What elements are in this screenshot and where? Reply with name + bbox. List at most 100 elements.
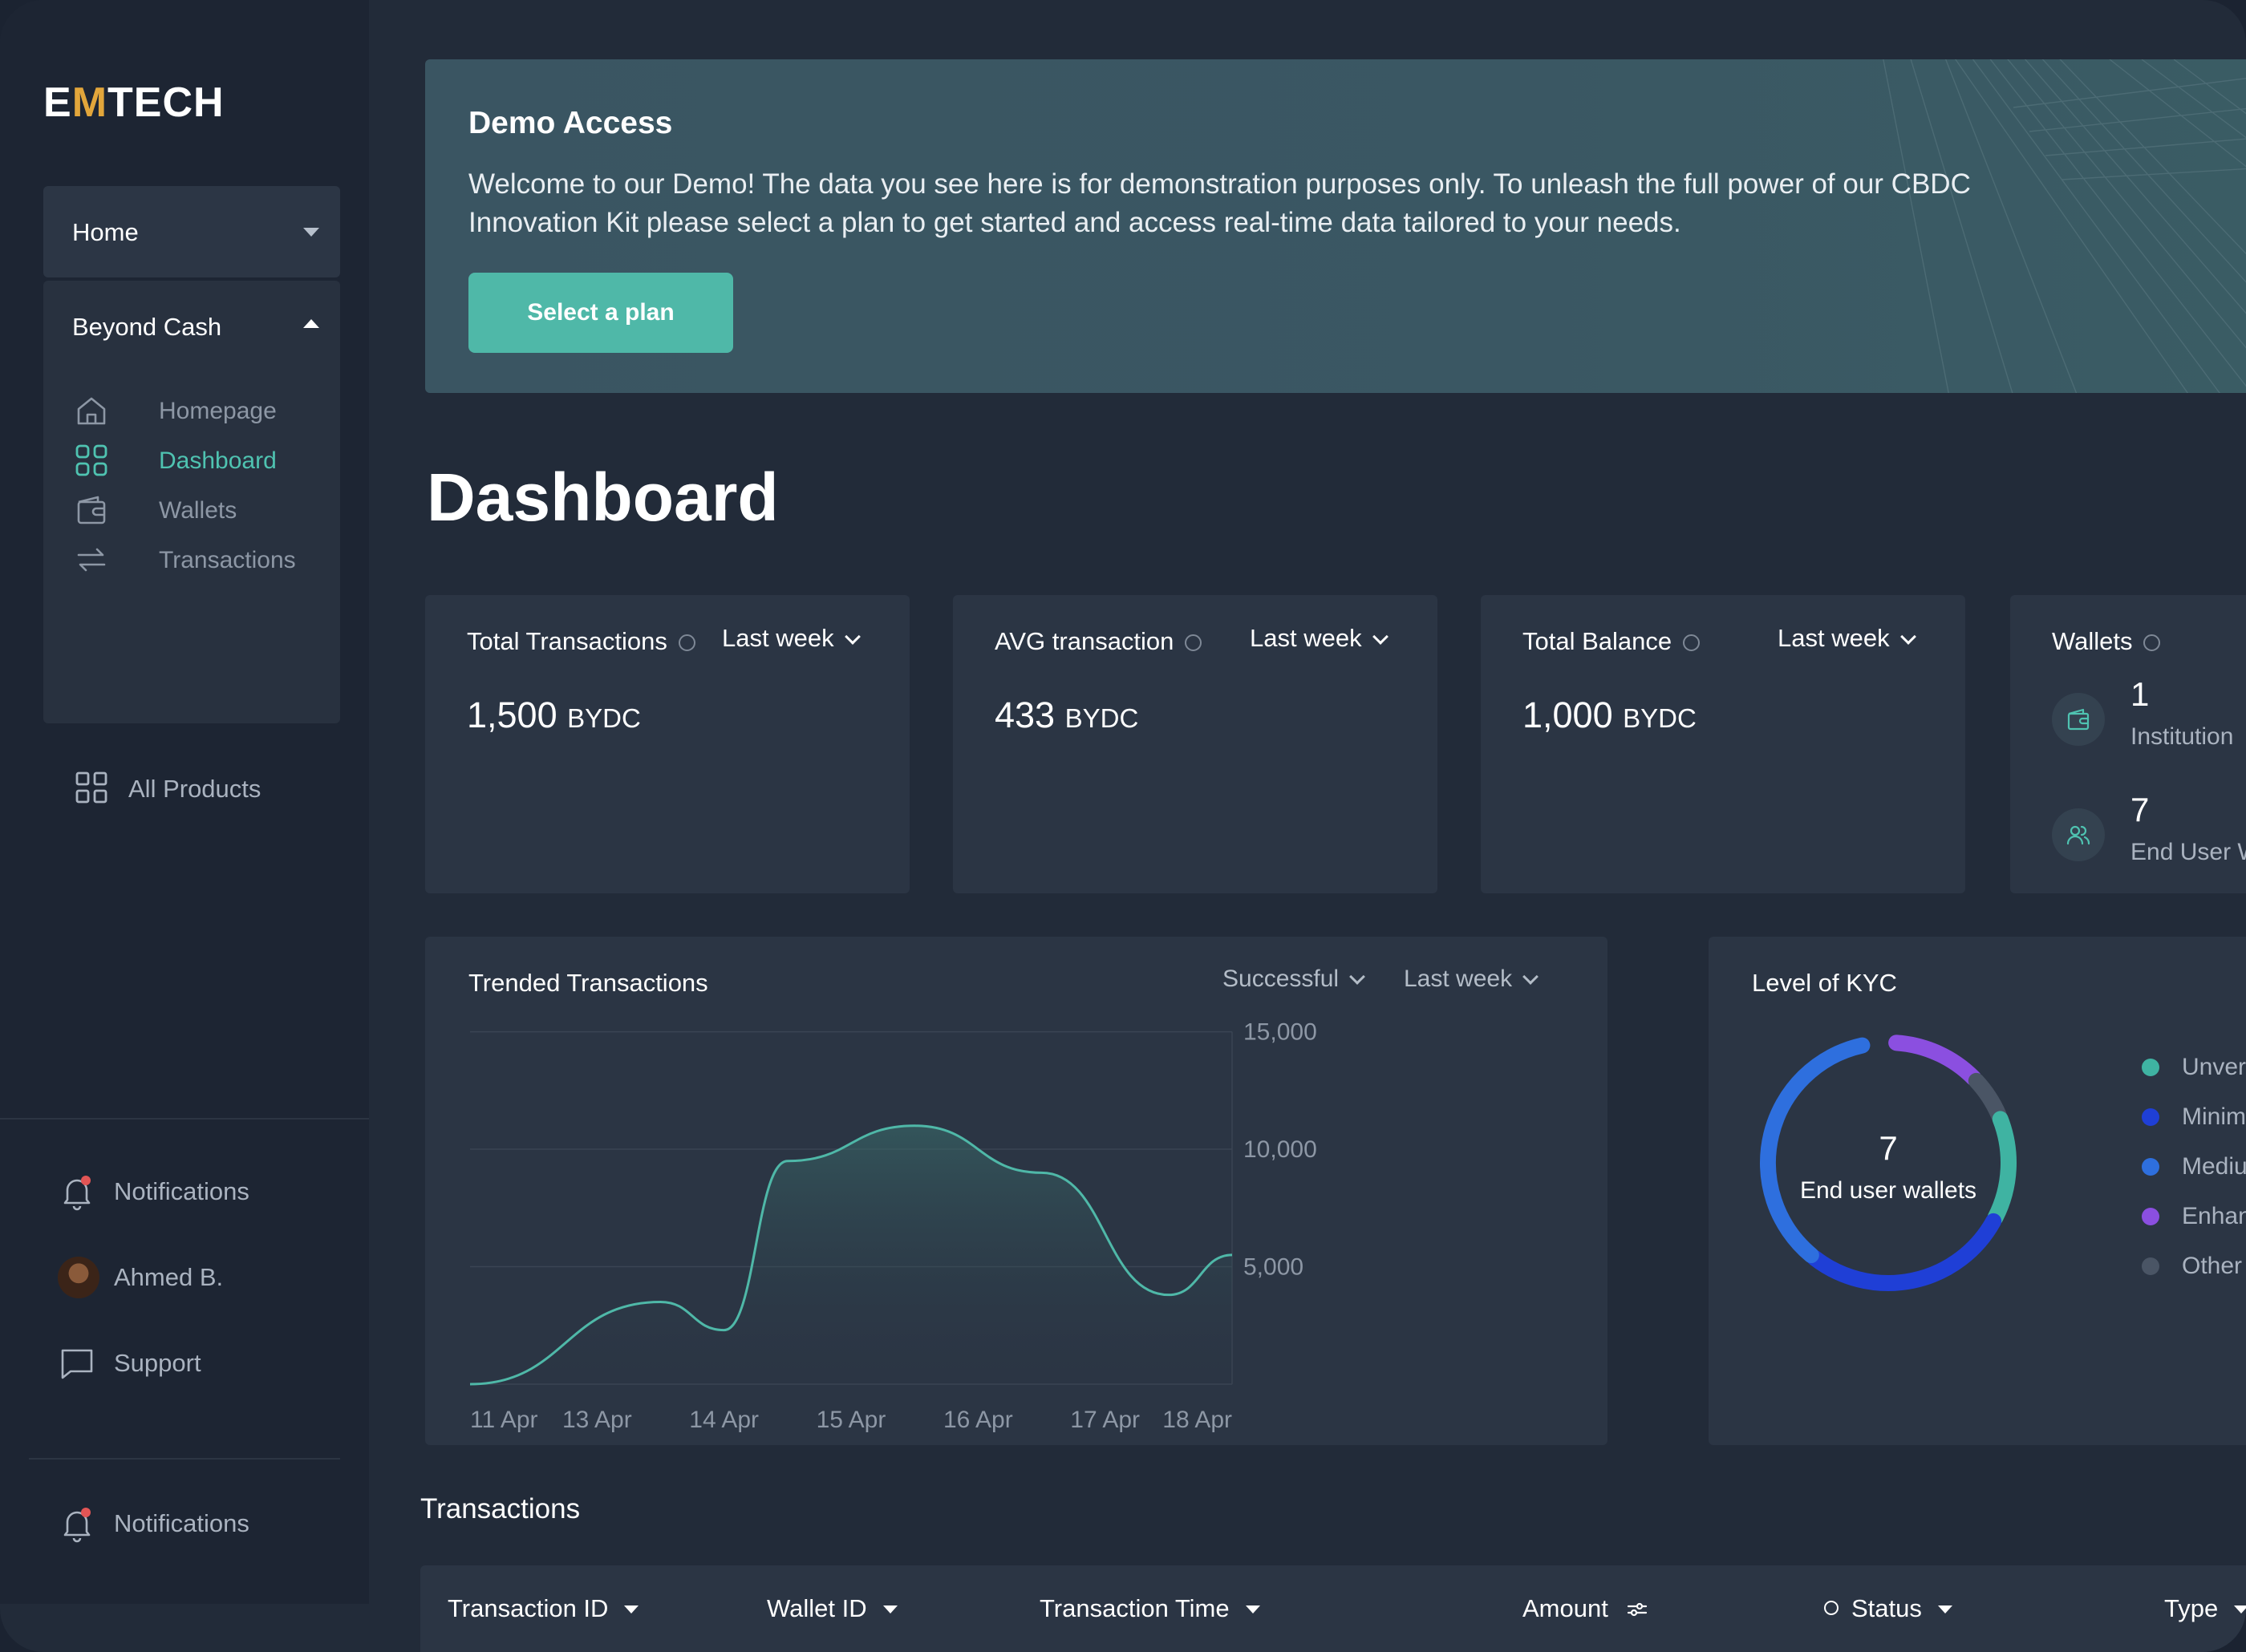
- column-header-status[interactable]: Status: [1824, 1594, 1952, 1623]
- caret-down-icon: [303, 228, 319, 237]
- legend-item: Minim: [2142, 1099, 2246, 1136]
- chat-icon: [61, 1349, 93, 1379]
- sidebar-divider: [29, 1458, 340, 1460]
- sort-caret-icon: [624, 1605, 639, 1614]
- period-dropdown[interactable]: Last week: [1778, 624, 1916, 653]
- stat-card-total-balance: Total Balance Last week 1,000 BYDC: [1481, 595, 1965, 893]
- sidebar-item-homepage[interactable]: Homepage: [74, 382, 330, 438]
- period-dropdown[interactable]: Last week: [722, 624, 861, 653]
- y-tick-label: 5,000: [1243, 1254, 1303, 1281]
- wallet-label: Institution: [2130, 723, 2234, 750]
- sidebar-user[interactable]: Ahmed B.: [58, 1249, 347, 1305]
- chevron-down-icon: [1372, 629, 1389, 645]
- sidebar-support[interactable]: Support: [58, 1334, 347, 1391]
- stat-card-value: 433 BYDC: [995, 694, 1139, 735]
- x-tick-label: 17 Apr: [1070, 1407, 1140, 1433]
- avatar: [58, 1257, 99, 1298]
- kyc-donut-chart: [1760, 1035, 2017, 1291]
- wallet-icon: [77, 496, 106, 524]
- stat-card-title: Total Balance: [1522, 627, 1701, 656]
- sidebar-item-label: Transactions: [159, 547, 296, 573]
- banner-title: Demo Access: [468, 106, 673, 140]
- bell-icon: [63, 1176, 91, 1211]
- trended-transactions-card: 15,000 10,000 5,000 11 Apr 13 Apr 14 Apr 15 A…: [425, 937, 1607, 1445]
- period-dropdown[interactable]: Last week: [1250, 624, 1389, 653]
- donut-segment-other[interactable]: [1968, 1072, 2007, 1124]
- sidebar: EMTECH Home Beyond Cash Homepage Dashboa…: [0, 0, 369, 1604]
- legend-dot: [2142, 1257, 2159, 1275]
- banner-decoration: [1883, 59, 2246, 393]
- x-tick-label: 16 Apr: [943, 1407, 1013, 1433]
- sort-caret-icon: [1245, 1605, 1260, 1614]
- chevron-down-icon: [1349, 969, 1365, 985]
- sidebar-item-wallets[interactable]: Wallets: [74, 481, 330, 537]
- donut-segment-enhanced[interactable]: [1888, 1035, 1982, 1087]
- sidebar-item-label: Homepage: [159, 398, 277, 424]
- status-circle-icon: [1824, 1601, 1839, 1615]
- stat-card-total-transactions: Total Transactions Last week 1,500 BYDC: [425, 595, 910, 893]
- donut-segment-medium[interactable]: [1760, 1037, 1871, 1264]
- sidebar-group-header[interactable]: Beyond Cash: [43, 281, 340, 372]
- info-icon[interactable]: [2143, 634, 2161, 652]
- y-tick-label: 15,000: [1243, 1019, 1317, 1046]
- sidebar-notifications[interactable]: Notifications: [58, 1163, 347, 1219]
- y-tick-label: 10,000: [1243, 1136, 1317, 1163]
- info-icon[interactable]: [1185, 634, 1202, 652]
- home-icon: [77, 397, 106, 425]
- sidebar-group-beyond-cash: Beyond Cash Homepage Dashboard Wallets T…: [43, 281, 340, 723]
- legend-item: Unver: [2142, 1049, 2246, 1086]
- trended-chart: 15,000 10,000 5,000 11 Apr 13 Apr 14 Apr 15 A…: [469, 1019, 1317, 1433]
- sidebar-item-transactions[interactable]: Transactions: [74, 531, 330, 587]
- sort-caret-icon: [2234, 1605, 2246, 1614]
- kyc-card: Level of KYC 7 End user wallets Unver Mi…: [1709, 937, 2246, 1445]
- column-header-transaction-time[interactable]: Transaction Time: [1040, 1594, 1260, 1623]
- column-header-amount[interactable]: Amount: [1522, 1594, 1648, 1623]
- info-icon[interactable]: [1683, 634, 1701, 652]
- x-tick-label: 18 Apr: [1162, 1407, 1232, 1433]
- sidebar-item-all-products[interactable]: All Products: [74, 759, 330, 815]
- wallet-count: 7: [2130, 791, 2150, 828]
- wallets-row-end-user: 7 End User W: [2052, 791, 2246, 879]
- users-icon-badge: [2052, 808, 2105, 861]
- stat-card-title: AVG transaction: [995, 627, 1202, 656]
- grid-icon: [75, 771, 107, 804]
- legend-item: Mediu: [2142, 1148, 2246, 1185]
- transactions-table-header: Transaction ID Wallet ID Transaction Tim…: [420, 1565, 2246, 1652]
- chart-line: [469, 1124, 1233, 1386]
- status-filter-dropdown[interactable]: Successful: [1222, 966, 1365, 993]
- sidebar-item-label: Wallets: [159, 497, 237, 524]
- kyc-center-label: End user wallets: [1799, 1177, 1977, 1204]
- period-filter-dropdown[interactable]: Last week: [1404, 966, 1539, 993]
- sort-caret-icon: [1937, 1605, 1952, 1614]
- info-icon[interactable]: [678, 634, 695, 652]
- sidebar-home-menu[interactable]: Home: [43, 186, 340, 277]
- sort-caret-icon: [882, 1605, 898, 1614]
- logo[interactable]: EMTECH: [43, 79, 225, 126]
- sidebar-notifications-label: Notifications: [114, 1177, 249, 1205]
- stat-card-title: Total Transactions: [467, 627, 695, 656]
- x-tick-label: 11 Apr: [470, 1407, 538, 1433]
- column-header-wallet-id[interactable]: Wallet ID: [767, 1594, 898, 1623]
- wallet-label: End User W: [2130, 839, 2246, 865]
- stat-card-avg-transaction: AVG transaction Last week 433 BYDC: [953, 595, 1437, 893]
- sidebar-divider: [0, 1118, 369, 1120]
- column-header-type[interactable]: Type: [2164, 1594, 2246, 1623]
- x-tick-label: 15 Apr: [817, 1407, 886, 1433]
- x-tick-label: 14 Apr: [689, 1407, 759, 1433]
- wallet-count: 1: [2130, 675, 2150, 713]
- select-plan-button[interactable]: Select a plan: [468, 273, 733, 353]
- legend-dot: [2142, 1108, 2159, 1126]
- filter-sliders-icon: [1628, 1602, 1648, 1617]
- kyc-center-value: 7: [1879, 1129, 1898, 1167]
- donut-segment-unverified[interactable]: [1987, 1111, 2017, 1226]
- legend-item: Other: [2142, 1248, 2246, 1285]
- donut-segment-minimum[interactable]: [1806, 1213, 2002, 1291]
- column-header-transaction-id[interactable]: Transaction ID: [448, 1594, 639, 1623]
- chart-area: [470, 1125, 1232, 1384]
- chevron-down-icon: [1899, 629, 1916, 645]
- users-icon: [2066, 825, 2090, 845]
- banner-text: Welcome to our Demo! The data you see he…: [468, 168, 1971, 238]
- sidebar-item-dashboard[interactable]: Dashboard: [74, 431, 330, 488]
- sidebar-notifications-secondary[interactable]: Notifications: [58, 1495, 347, 1551]
- wallets-row-institution: 1 Institution: [2052, 675, 2246, 763]
